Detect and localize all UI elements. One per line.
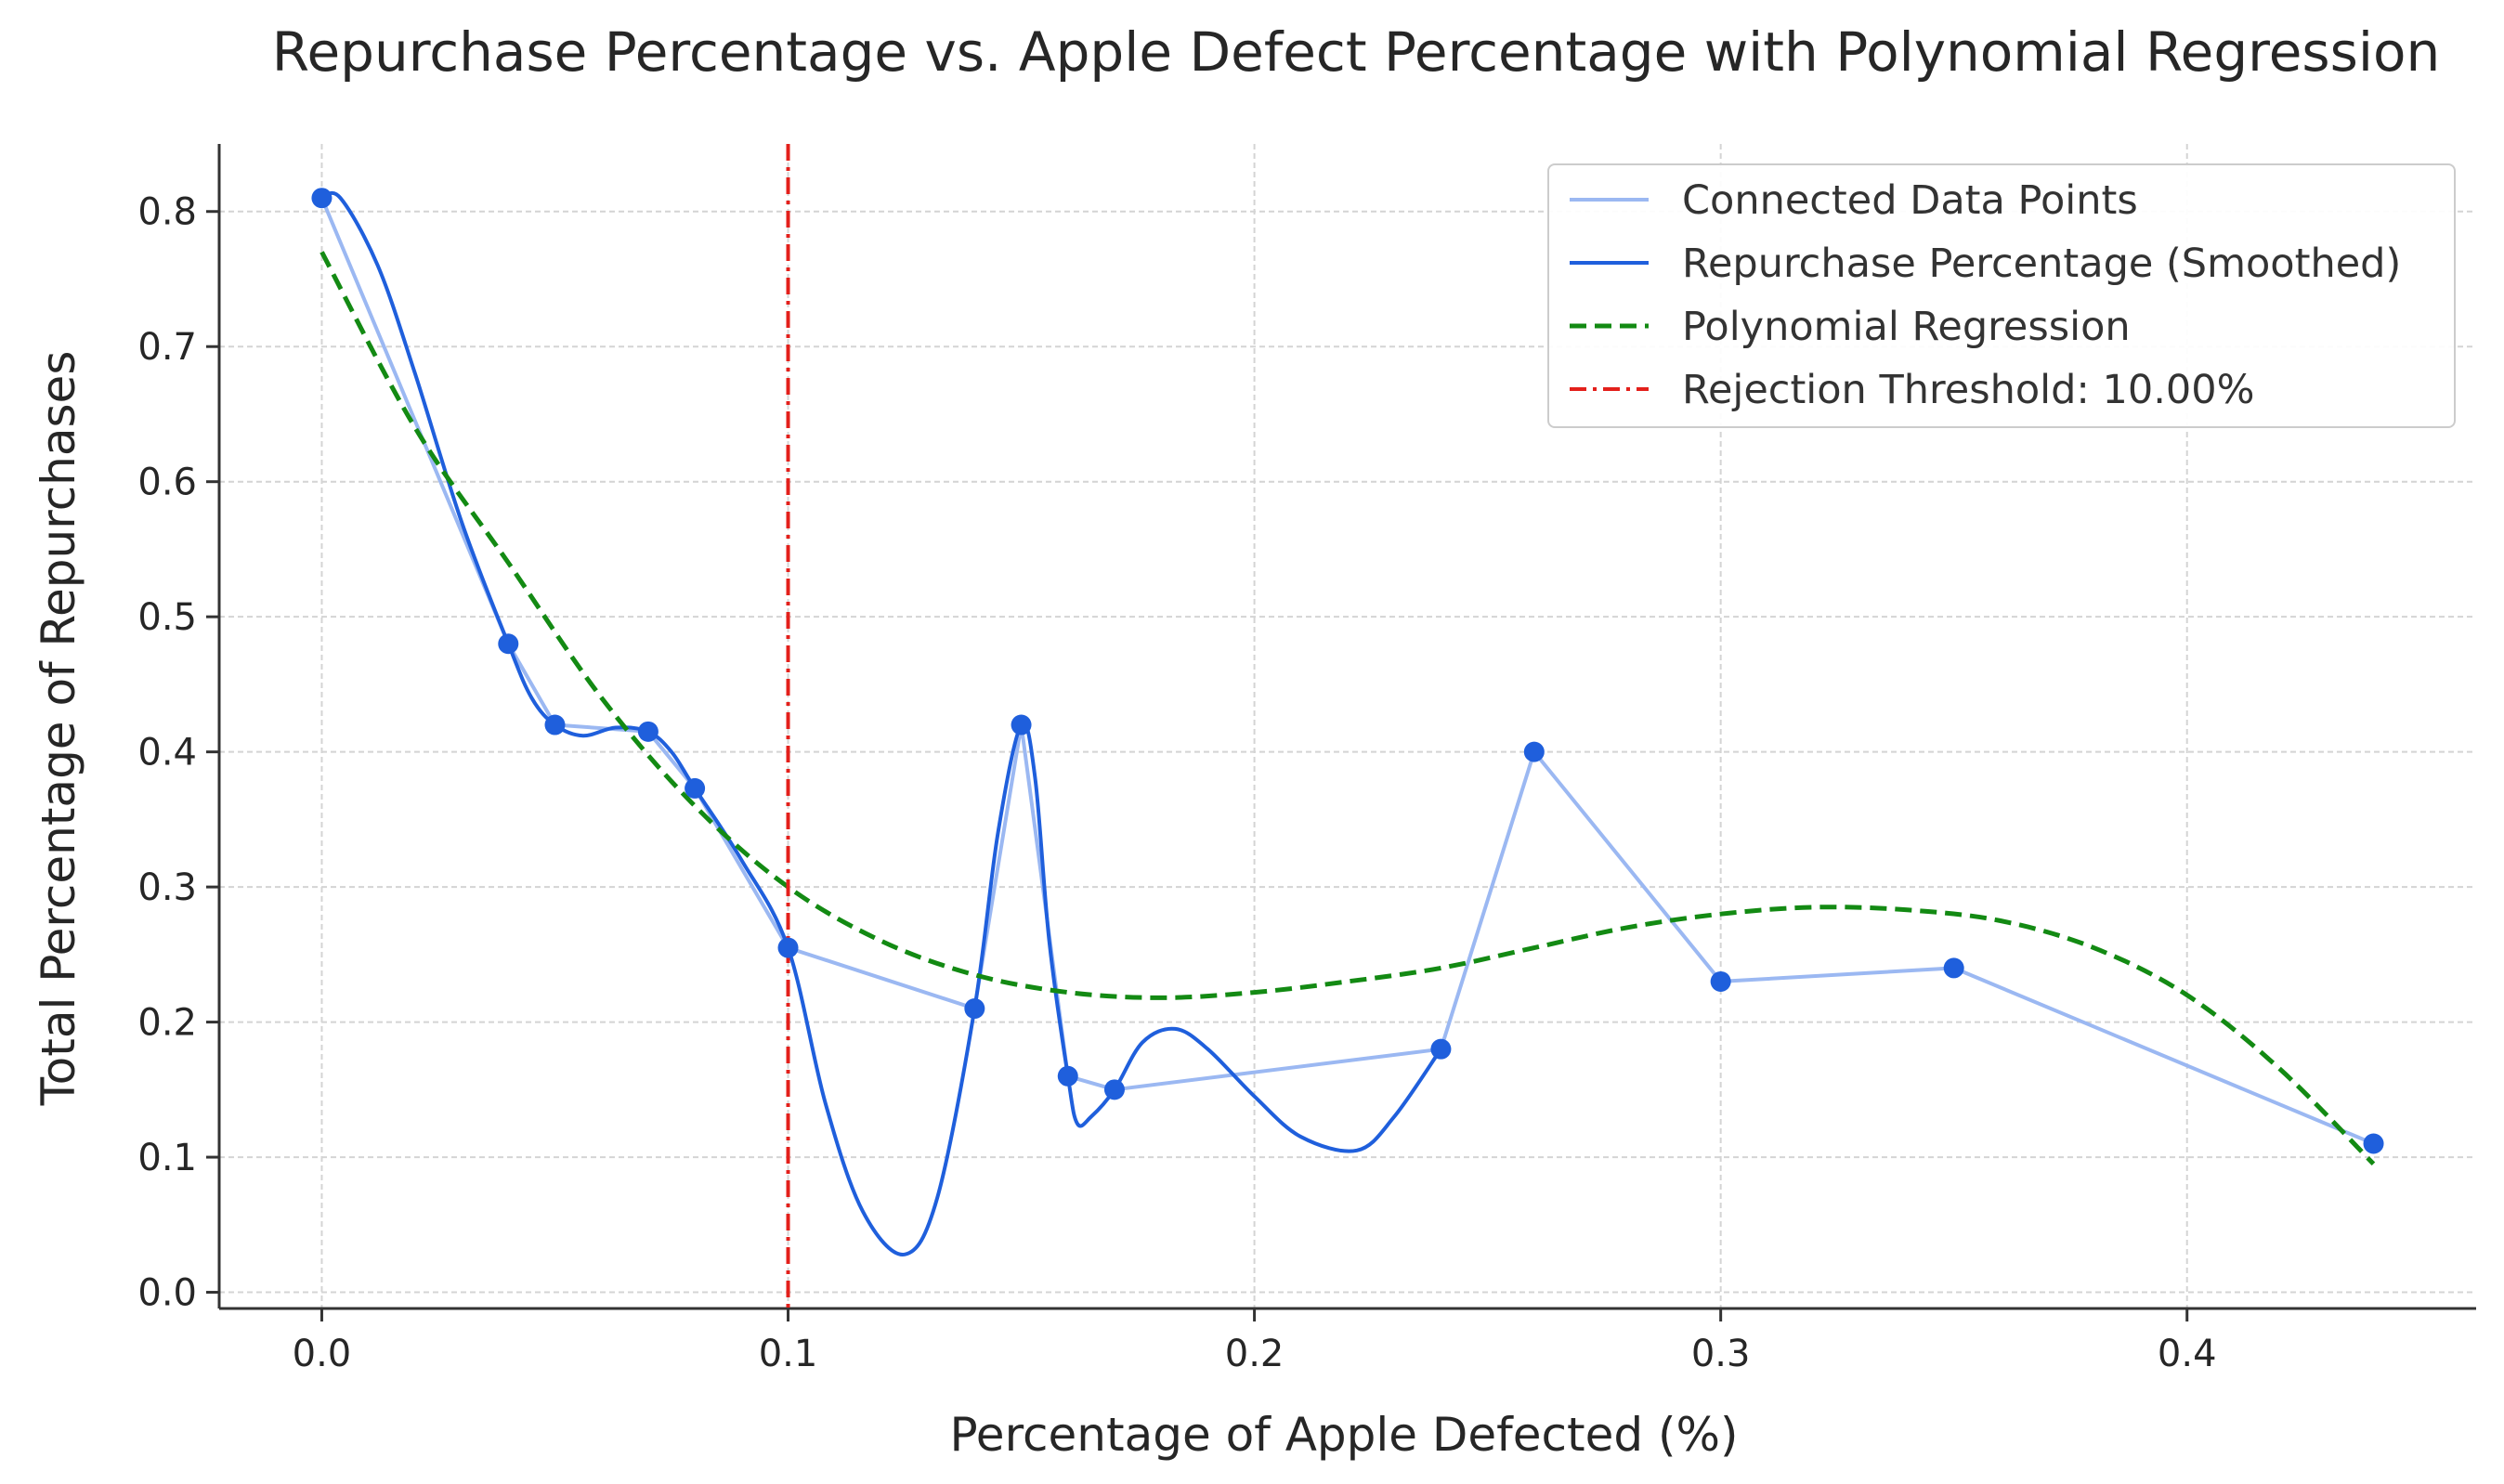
legend-label-rejection-threshold-10-00: Rejection Threshold: 10.00% xyxy=(1682,367,2255,413)
series-line-repurchase-percentage-smoothed xyxy=(320,190,1443,1256)
y-tick-label: 0.5 xyxy=(137,596,197,639)
y-axis-label: Total Percentage of Repurchases xyxy=(32,351,85,1107)
legend-label-connected-data-points: Connected Data Points xyxy=(1682,177,2138,224)
legend-label-repurchase-percentage-smoothed: Repurchase Percentage (Smoothed) xyxy=(1682,241,2401,287)
data-point xyxy=(685,777,706,799)
y-tick-label: 0.8 xyxy=(137,191,197,234)
x-tick-label: 0.1 xyxy=(759,1333,818,1375)
data-point xyxy=(1103,1079,1125,1100)
data-point xyxy=(1523,741,1545,762)
data-point xyxy=(498,633,519,655)
axes xyxy=(217,144,2476,1310)
series-line-polynomial-regression xyxy=(320,251,2376,1166)
data-point xyxy=(1710,970,1731,992)
x-tick-label: 0.0 xyxy=(293,1333,352,1375)
data-point xyxy=(2363,1133,2384,1154)
x-tick-label: 0.2 xyxy=(1225,1333,1285,1375)
y-tick-label: 0.0 xyxy=(137,1272,197,1315)
y-tick-label: 0.4 xyxy=(137,732,197,775)
chart-title: Repurchase Percentage vs. Apple Defect P… xyxy=(272,20,2440,84)
data-point xyxy=(637,721,659,742)
legend-label-polynomial-regression: Polynomial Regression xyxy=(1682,304,2131,350)
ticks: 0.0 0.1 0.2 0.3 0.4 0.0 0.1 0.2 0.3 0.4 0.5 0.6 0.7 0… xyxy=(137,191,2216,1375)
x-axis-label: Percentage of Apple Defected (%) xyxy=(949,1408,1738,1462)
x-tick-label: 0.4 xyxy=(2158,1333,2217,1375)
y-tick-label: 0.2 xyxy=(137,1002,197,1045)
data-point xyxy=(1057,1065,1078,1087)
grid xyxy=(219,144,2476,1308)
legend: Connected Data Points Repurchase Percenta… xyxy=(1547,163,2456,428)
y-tick-label: 0.6 xyxy=(137,462,197,504)
data-point xyxy=(1943,957,1964,979)
y-tick-label: 0.3 xyxy=(137,866,197,909)
x-tick-label: 0.3 xyxy=(1691,1333,1751,1375)
y-tick-label: 0.1 xyxy=(137,1137,197,1179)
data-point xyxy=(964,998,985,1020)
data-points xyxy=(311,188,2384,1154)
legend-box xyxy=(1547,163,2456,428)
data-point xyxy=(1430,1038,1452,1060)
data-point xyxy=(544,714,566,735)
data-point xyxy=(1011,714,1032,735)
y-tick-label: 0.7 xyxy=(137,326,197,369)
data-point xyxy=(777,937,799,958)
data-point xyxy=(311,188,333,209)
